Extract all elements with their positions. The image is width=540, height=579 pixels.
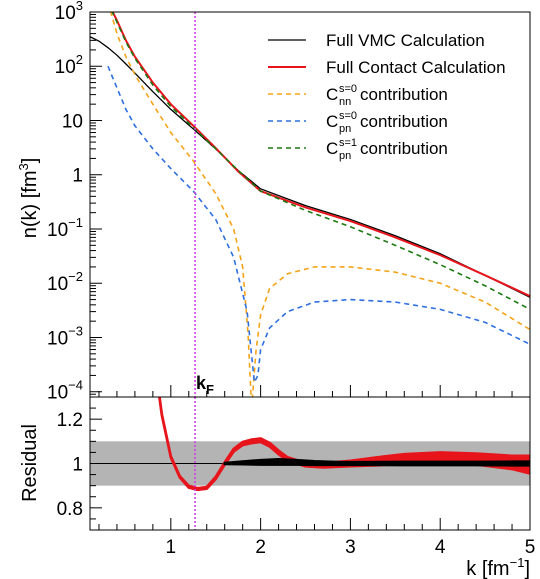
bottom-y-tick-label-1: 1 — [72, 455, 83, 476]
x-axis-label-close: ] — [524, 558, 530, 579]
tick-base: 10 — [55, 57, 76, 78]
legend-label-0: Full VMC Calculation — [326, 31, 485, 50]
legend-sup-3: s=0 — [339, 110, 357, 122]
top-y-axis-label-base: n(k) [fm — [19, 171, 41, 239]
series-line-4 — [111, 12, 530, 311]
x-axis-label: k [fm−1] — [466, 555, 530, 579]
top-y-axis-label: n(k) [fm3] — [16, 158, 41, 239]
legend-label-3: C — [326, 112, 338, 131]
bottom-y-tick-label-2: 1.2 — [57, 410, 83, 431]
legend-main: C — [326, 112, 338, 131]
legend-label-4: C — [326, 139, 338, 158]
residual-band-0 — [158, 397, 530, 492]
x-axis-label-base: k [fm — [466, 558, 509, 579]
legend-sup-4: s=1 — [339, 137, 357, 149]
top-y-tick-label-7: 10−4 — [47, 378, 83, 404]
tick-exp: −4 — [68, 378, 83, 393]
tick-exp: −3 — [68, 323, 83, 338]
tick-exp: −1 — [68, 215, 83, 230]
legend-main: C — [326, 85, 338, 104]
kf-label: kF — [196, 373, 214, 397]
x-tick-label-2: 3 — [345, 537, 356, 558]
legend-tail-2: contribution — [360, 85, 448, 104]
top-y-tick-label-0: 103 — [55, 0, 83, 24]
legend-sup-2: s=0 — [339, 83, 357, 95]
legend-tail-3: contribution — [360, 112, 448, 131]
tick-base: 10 — [47, 220, 68, 241]
tick-base: 10 — [47, 328, 68, 349]
residual-band-1 — [223, 457, 530, 467]
x-tick-label-0: 1 — [166, 537, 177, 558]
x-tick-label-1: 2 — [255, 537, 266, 558]
tick-base: 10 — [47, 383, 68, 404]
tick-exp: 2 — [76, 52, 83, 67]
top-y-tick-label-4: 10−1 — [47, 215, 83, 241]
tick-base: 10 — [55, 3, 76, 24]
residual-axis-label: Residual — [19, 424, 41, 502]
top-y-tick-label-3: 1 — [72, 166, 83, 187]
top-y-tick-label-2: 10 — [62, 111, 83, 132]
kf-label-sub: F — [206, 382, 214, 397]
tick-base: 1 — [72, 166, 83, 187]
top-y-tick-label-6: 10−3 — [47, 323, 83, 349]
top-y-tick-label-5: 10−2 — [47, 269, 83, 295]
legend-tail-4: contribution — [360, 139, 448, 158]
tick-exp: −2 — [68, 269, 83, 284]
legend: Full VMC Calculation Full Contact Calcula… — [268, 31, 506, 162]
top-y-axis-label-sup: 3 — [16, 163, 31, 170]
series-line-2 — [109, 12, 530, 397]
legend-sub-4: pn — [339, 150, 351, 162]
legend-label-2: C — [326, 85, 338, 104]
kf-label-main: k — [196, 373, 207, 393]
x-tick-label-4: 5 — [525, 537, 536, 558]
tick-base: 10 — [62, 111, 83, 132]
legend-sub-3: pn — [339, 123, 351, 135]
top-y-axis-label-close: ] — [19, 158, 41, 164]
series-line-0 — [90, 36, 530, 298]
bottom-panel: 0.8 1 1.2 1 2 3 4 5 Residual k [fm−1] — [19, 396, 536, 579]
legend-main: C — [326, 139, 338, 158]
x-tick-label-3: 4 — [435, 537, 446, 558]
legend-sub-2: nn — [339, 96, 351, 108]
series-line-3 — [107, 65, 530, 385]
legend-label-1: Full Contact Calculation — [326, 58, 506, 77]
top-y-tick-label-1: 102 — [55, 52, 83, 78]
tick-base: 10 — [47, 274, 68, 295]
bottom-y-tick-label-0: 0.8 — [57, 499, 83, 520]
tick-exp: 3 — [76, 0, 83, 13]
x-axis-label-sup: −1 — [510, 555, 525, 570]
